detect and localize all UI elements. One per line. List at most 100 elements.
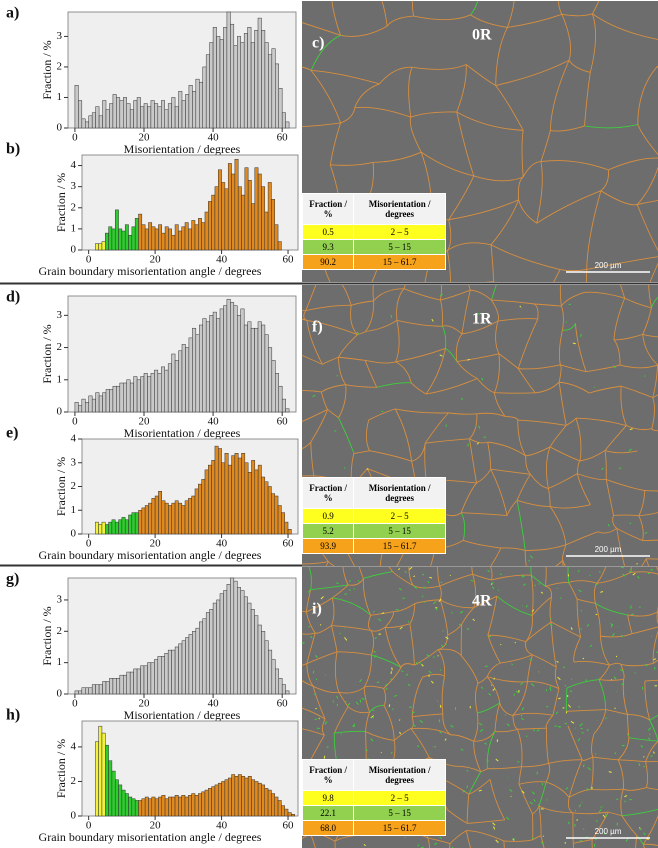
low-angle-boundary [432, 601, 437, 605]
bar [141, 224, 146, 251]
low-angle-boundary [421, 595, 424, 598]
grain-boundary [354, 83, 380, 108]
low-angle-boundary [373, 654, 377, 658]
grain-boundary [573, 636, 581, 663]
grain-boundary [559, 381, 590, 394]
grain-boundary [425, 378, 478, 395]
low-angle-boundary [579, 723, 583, 727]
bar [147, 106, 152, 129]
grain-boundary [503, 839, 533, 842]
bar [108, 760, 113, 817]
grain-boundary [477, 676, 488, 684]
low-angle-boundary [422, 573, 425, 576]
grain-boundary [638, 512, 658, 517]
table-cell: 9.3 [301, 239, 355, 255]
bar [257, 464, 262, 535]
bar [275, 668, 279, 695]
grain-boundary [420, 151, 474, 177]
low-angle-boundary [398, 731, 402, 735]
low-angle-boundary [601, 648, 604, 651]
bar [247, 321, 252, 413]
map-title: 0R [472, 27, 492, 44]
bar [105, 389, 110, 413]
y-tick-label: 0 [57, 406, 63, 418]
bar [128, 796, 133, 817]
x-tick-label: 40 [216, 254, 228, 266]
low-angle-boundary [492, 688, 496, 691]
bar [287, 529, 292, 535]
grain-boundary [261, 0, 272, 13]
table-cell: 2 – 5 [353, 224, 446, 240]
bar [136, 97, 141, 129]
table-cell: 5 – 15 [353, 523, 446, 539]
table-cell: 22.1 [301, 805, 355, 821]
y-tick-label: 4 [71, 433, 77, 445]
low-angle-boundary [460, 748, 464, 751]
grain-boundary [425, 348, 446, 395]
grain-boundary [302, 680, 314, 687]
grain-boundary [456, 353, 500, 362]
bar [268, 54, 273, 129]
bar [164, 369, 169, 413]
grain-boundary [370, 630, 375, 656]
bar [274, 796, 279, 817]
low-angle-boundary [620, 634, 624, 637]
grain-boundary [331, 625, 371, 631]
bar [178, 230, 182, 251]
low-angle-boundary [493, 677, 496, 680]
x-tick-label: 40 [208, 416, 220, 428]
low-angle-boundary [404, 570, 407, 574]
grain-boundary [651, 397, 655, 429]
grain-boundary [530, 474, 549, 489]
low-angle-boundary [628, 571, 632, 573]
low-angle-boundary [439, 836, 443, 840]
panel-letter: g) [6, 571, 19, 588]
bar [240, 590, 245, 695]
grain-boundary [566, 709, 606, 712]
grain-boundary [497, 318, 538, 322]
low-angle-boundary [390, 751, 393, 754]
grain-boundary [617, 737, 630, 761]
bar [109, 389, 114, 413]
bar [208, 464, 212, 535]
bar [195, 334, 200, 413]
low-angle-boundary [339, 632, 341, 635]
low-angle-boundary [521, 717, 525, 721]
low-angle-boundary [365, 748, 368, 752]
grain-boundary [620, 662, 654, 667]
grain-boundary [330, 161, 374, 166]
bar [131, 798, 136, 817]
bar [208, 201, 212, 251]
grain-boundary [545, 714, 554, 729]
low-angle-boundary [495, 758, 499, 762]
low-angle-boundary [570, 721, 575, 724]
grain-boundary [642, 333, 658, 338]
bar [105, 524, 109, 535]
grain-boundary [345, 384, 377, 388]
low-angle-boundary [599, 570, 601, 573]
grain-boundary [302, 409, 328, 423]
grain-boundary [410, 727, 452, 736]
grain-boundary [388, 567, 393, 572]
grain-boundary [584, 291, 625, 299]
grain-boundary [333, 706, 349, 734]
low-angle-boundary [478, 425, 481, 429]
grain-boundary [449, 830, 467, 844]
bar [212, 602, 217, 695]
bar [98, 243, 103, 251]
bar [131, 226, 136, 251]
grain-boundary [491, 574, 532, 581]
grain-boundary [561, 291, 585, 307]
grain-boundary [637, 199, 658, 205]
grain-boundary [652, 364, 658, 398]
bar [241, 776, 246, 817]
grain-boundary [604, 450, 607, 480]
grain-boundary [487, 596, 498, 636]
bar [105, 232, 109, 251]
grain-boundary [645, 558, 649, 566]
bar [267, 789, 272, 817]
bar [95, 392, 100, 413]
bar [243, 33, 248, 129]
grain-boundary [576, 598, 596, 604]
bar [164, 798, 169, 817]
